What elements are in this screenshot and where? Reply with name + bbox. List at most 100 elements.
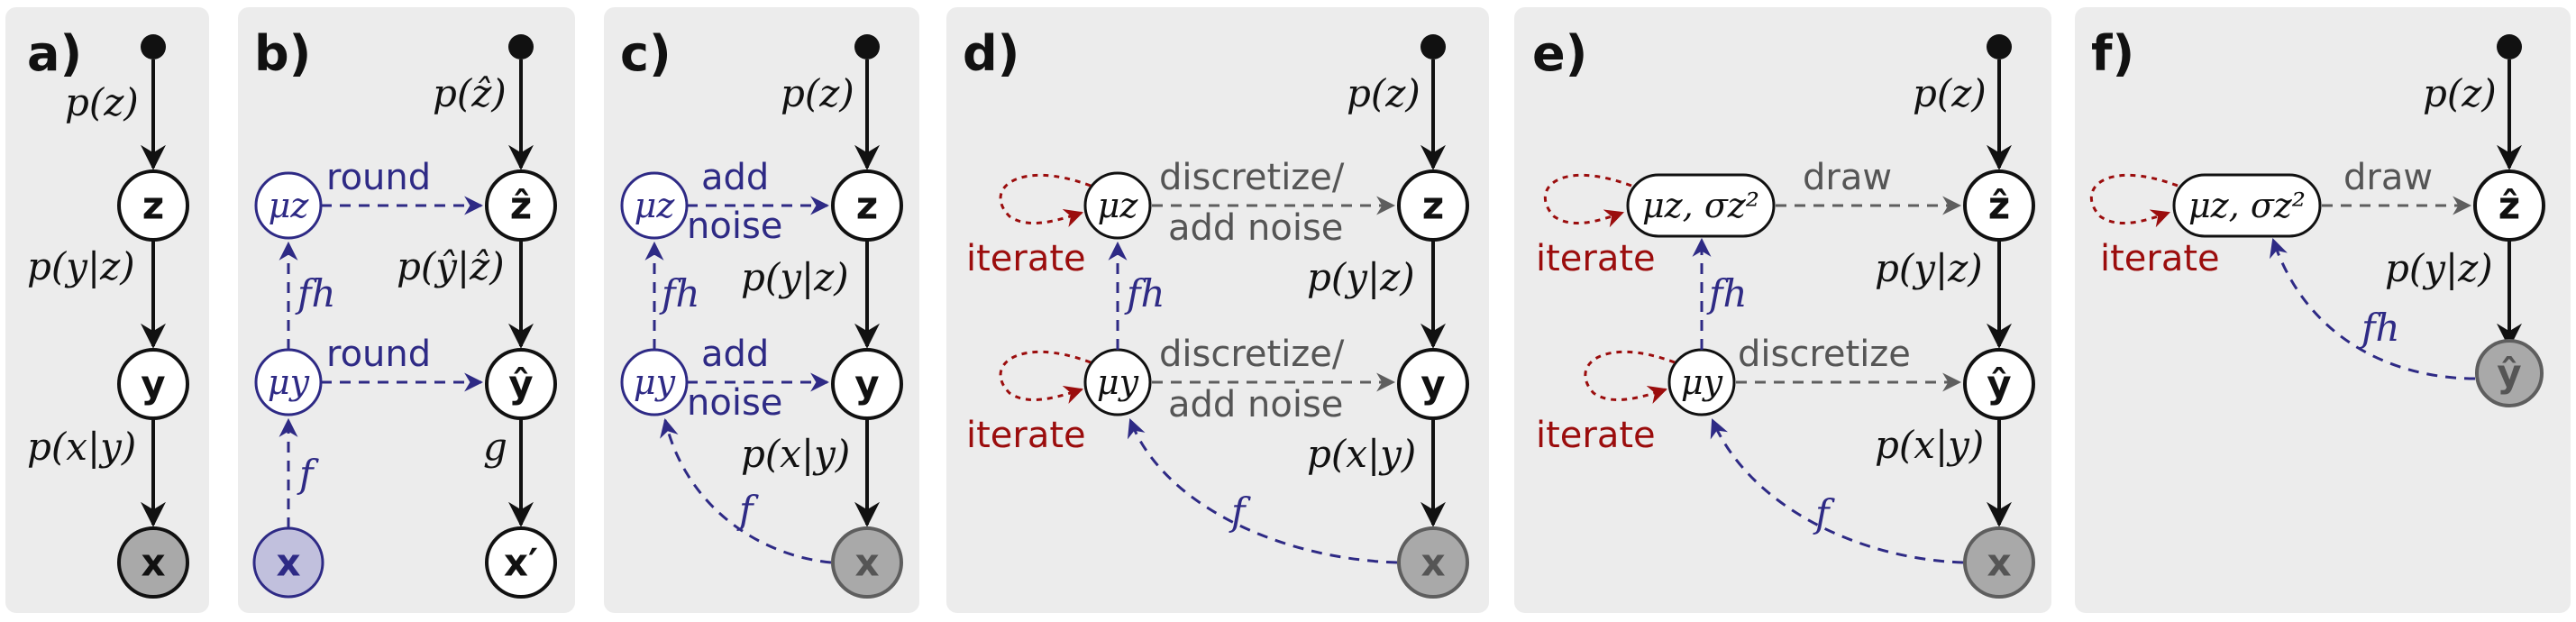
panel-f-iterate-label: iterate bbox=[2100, 238, 2220, 279]
panel-b-node-mu-y-label: μy bbox=[268, 362, 310, 402]
panel-b-node-zhat-label: ẑ bbox=[510, 184, 532, 228]
panel-f-root-dot bbox=[2497, 34, 2522, 59]
panel-b-round-bottom-label: round bbox=[326, 334, 431, 375]
panel-d-node-mu-y-label: μy bbox=[1097, 362, 1139, 402]
panel-d-iterate-top-loop bbox=[999, 173, 1092, 227]
panel-e-node-x-label: x bbox=[1987, 541, 2011, 585]
panel-e-root-dot bbox=[1987, 34, 2012, 59]
panel-e-draw-label: draw bbox=[1803, 157, 1892, 198]
panel-f-background bbox=[2075, 7, 2571, 613]
panel-c-root-dot bbox=[854, 34, 880, 59]
panel-c-noise-top-label: noise bbox=[687, 206, 782, 247]
panel-e-node-x-observed bbox=[1963, 526, 2035, 599]
panel-f: f) p(z) ẑ p(y|z) ŷ μz, σz² iterate draw … bbox=[2075, 7, 2571, 613]
panel-c-background bbox=[604, 7, 919, 613]
panel-e-iterate-bottom-loop bbox=[1584, 350, 1676, 404]
panel-a-label: a) bbox=[27, 25, 82, 82]
panel-c-edge-x-mu-y bbox=[660, 417, 832, 564]
panel-d-node-mu-z-label: μz bbox=[1098, 186, 1139, 225]
panel-f-node-mu-sigma-label: μz, σz² bbox=[2188, 186, 2306, 225]
panel-b-node-xprime bbox=[485, 526, 557, 599]
panel-e-background bbox=[1514, 7, 2051, 613]
panel-c-p-z: p(z) bbox=[781, 71, 854, 115]
panel-e-discretize-label: discretize bbox=[1738, 334, 1911, 375]
panel-c-node-z-label: z bbox=[856, 184, 878, 228]
panel-c-node-x-label: x bbox=[854, 541, 879, 585]
panel-c-node-mu-y-label: μy bbox=[634, 362, 676, 402]
panel-e-node-mu-sigma-label: μz, σz² bbox=[1642, 186, 1759, 225]
panel-d-disc-top-line2: add noise bbox=[1168, 207, 1343, 249]
panel-d-node-x-observed bbox=[1397, 526, 1469, 599]
panel-f-node-zhat-label: ẑ bbox=[2498, 184, 2520, 228]
panel-b-p-zhat: p(ẑ) bbox=[433, 71, 507, 115]
panel-b-p-yhat-given-zhat: p(ŷ|ẑ) bbox=[397, 244, 505, 288]
panel-d-node-mu-z bbox=[1083, 171, 1152, 240]
panel-c-p-y-given-z: p(y|z) bbox=[741, 255, 849, 299]
panel-c-node-mu-z-label: μz bbox=[635, 186, 676, 225]
panel-e-node-mu-y-label: μy bbox=[1681, 362, 1723, 402]
panel-f-label: f) bbox=[2091, 25, 2134, 82]
panel-e-p-x-given-y: p(x|y) bbox=[1875, 423, 1984, 467]
panel-e-node-yhat-label: ŷ bbox=[1987, 362, 2011, 407]
panel-b-node-xprime-label: x′ bbox=[504, 541, 538, 585]
panel-d-node-z-label: z bbox=[1422, 184, 1444, 228]
panel-d-p-z: p(z) bbox=[1347, 71, 1420, 115]
panel-c-noise-bottom-label: noise bbox=[687, 382, 782, 424]
panel-d-disc-bottom-line1: discretize/ bbox=[1159, 334, 1345, 375]
panel-b-fh-label: fh bbox=[295, 271, 336, 316]
panel-a-p-x-given-y: p(x|y) bbox=[27, 425, 136, 469]
panel-c-add-top-label: add bbox=[701, 157, 769, 198]
panel-d-iterate-bottom-label: iterate bbox=[966, 415, 1086, 456]
panel-e-p-z: p(z) bbox=[1913, 71, 1987, 115]
panel-d-iterate-bottom-loop bbox=[999, 350, 1092, 404]
panel-d-fh-label: fh bbox=[1124, 271, 1165, 316]
panel-b-node-mu-z-label: μz bbox=[269, 186, 310, 225]
panel-b-root-dot bbox=[508, 34, 534, 59]
panel-b-g-label: g bbox=[483, 425, 507, 469]
panel-c-fh-label: fh bbox=[659, 271, 700, 316]
panel-a-node-y-label: y bbox=[141, 362, 165, 407]
panel-a-node-z-label: z bbox=[142, 184, 164, 228]
panel-a-root-dot bbox=[141, 34, 166, 59]
panel-e-fh-label: fh bbox=[1706, 271, 1748, 316]
panel-c-label: c) bbox=[620, 25, 671, 82]
panel-c-add-bottom-label: add bbox=[701, 334, 769, 375]
panel-f-p-z: p(z) bbox=[2423, 71, 2497, 115]
panel-b-round-top-label: round bbox=[326, 157, 431, 198]
panel-e-p-y-given-z: p(y|z) bbox=[1875, 246, 1983, 290]
panel-d-node-x-label: x bbox=[1420, 541, 1445, 585]
panel-b-label: b) bbox=[254, 25, 311, 82]
panel-b: b) p(ẑ) ẑ p(ŷ|ẑ) ŷ g x′ μz μy x f fh rou… bbox=[238, 7, 575, 613]
panel-f-edge-yhat-mu-sigma bbox=[2270, 238, 2476, 380]
panel-b-node-yhat-label: ŷ bbox=[508, 362, 533, 407]
panel-d-node-y-label: y bbox=[1420, 362, 1445, 407]
panel-e-label: e) bbox=[1532, 25, 1587, 82]
panel-f-node-yhat-label: ŷ bbox=[2497, 352, 2521, 396]
panel-d-p-x-given-y: p(x|y) bbox=[1307, 432, 1416, 476]
panel-a: a) p(z) z p(y|z) y p(x|y) x bbox=[5, 7, 209, 613]
panel-a-node-x-observed bbox=[117, 526, 189, 599]
panel-e-iterate-bottom-label: iterate bbox=[1536, 415, 1656, 456]
panel-e-iterate-top-loop bbox=[1543, 173, 1632, 228]
panel-b-node-x-input-label: x bbox=[276, 541, 300, 585]
panel-d-root-dot bbox=[1420, 34, 1446, 59]
panel-f-fh-label: fh bbox=[2359, 306, 2400, 350]
panel-c-node-y-label: y bbox=[854, 362, 879, 407]
panel-d: d) p(z) z p(y|z) y p(x|y) x μz μy iterat… bbox=[946, 7, 1489, 613]
panel-f-node-yhat-observed bbox=[2475, 339, 2544, 407]
panel-a-node-x-label: x bbox=[141, 541, 165, 585]
panel-a-p-z: p(z) bbox=[65, 80, 139, 124]
panel-f-iterate-loop bbox=[2089, 173, 2179, 228]
panel-e-node-zhat-label: ẑ bbox=[1988, 184, 2010, 228]
panel-c: c) p(z) z p(y|z) y p(x|y) x μz μy fh f a… bbox=[604, 7, 919, 613]
panel-d-p-y-given-z: p(y|z) bbox=[1307, 255, 1415, 299]
panel-f-draw-label: draw bbox=[2343, 157, 2433, 198]
panel-f-node-mu-sigma bbox=[2172, 173, 2322, 238]
panel-e-node-mu-sigma bbox=[1626, 173, 1776, 238]
panel-e: e) p(z) ẑ p(y|z) ŷ p(x|y) x μz, σz² μy i… bbox=[1514, 7, 2051, 613]
panel-d-iterate-top-label: iterate bbox=[966, 238, 1086, 279]
panel-c-p-x-given-y: p(x|y) bbox=[741, 432, 850, 476]
panel-d-edge-x-mu-y bbox=[1127, 418, 1398, 564]
panel-e-edge-x-mu-y bbox=[1710, 418, 1964, 564]
